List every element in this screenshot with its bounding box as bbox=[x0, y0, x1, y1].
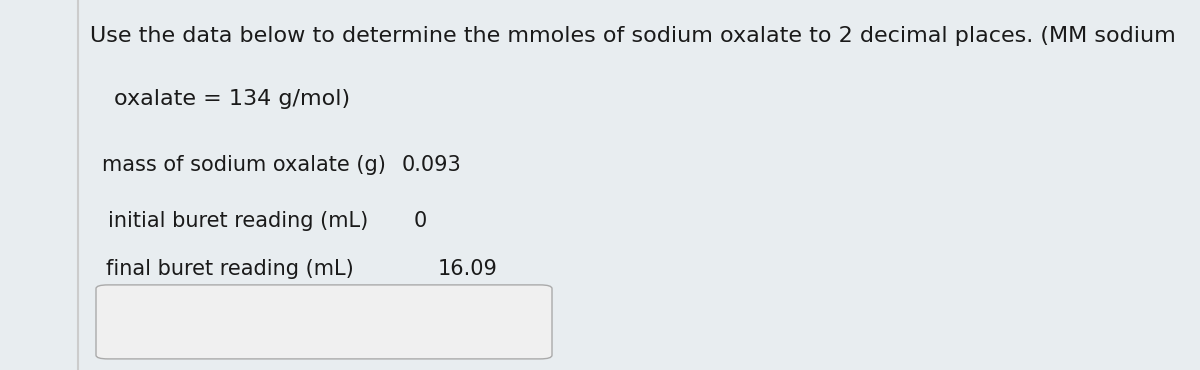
Text: final buret reading (mL): final buret reading (mL) bbox=[106, 259, 353, 279]
Text: 0: 0 bbox=[414, 211, 427, 231]
Text: Use the data below to determine the mmoles of sodium oxalate to 2 decimal places: Use the data below to determine the mmol… bbox=[90, 26, 1176, 46]
Text: 16.09: 16.09 bbox=[438, 259, 498, 279]
Text: 0.093: 0.093 bbox=[402, 155, 462, 175]
FancyBboxPatch shape bbox=[96, 285, 552, 359]
Text: oxalate = 134 g/mol): oxalate = 134 g/mol) bbox=[114, 89, 350, 109]
Text: mass of sodium oxalate (g): mass of sodium oxalate (g) bbox=[102, 155, 386, 175]
Text: initial buret reading (mL): initial buret reading (mL) bbox=[108, 211, 368, 231]
